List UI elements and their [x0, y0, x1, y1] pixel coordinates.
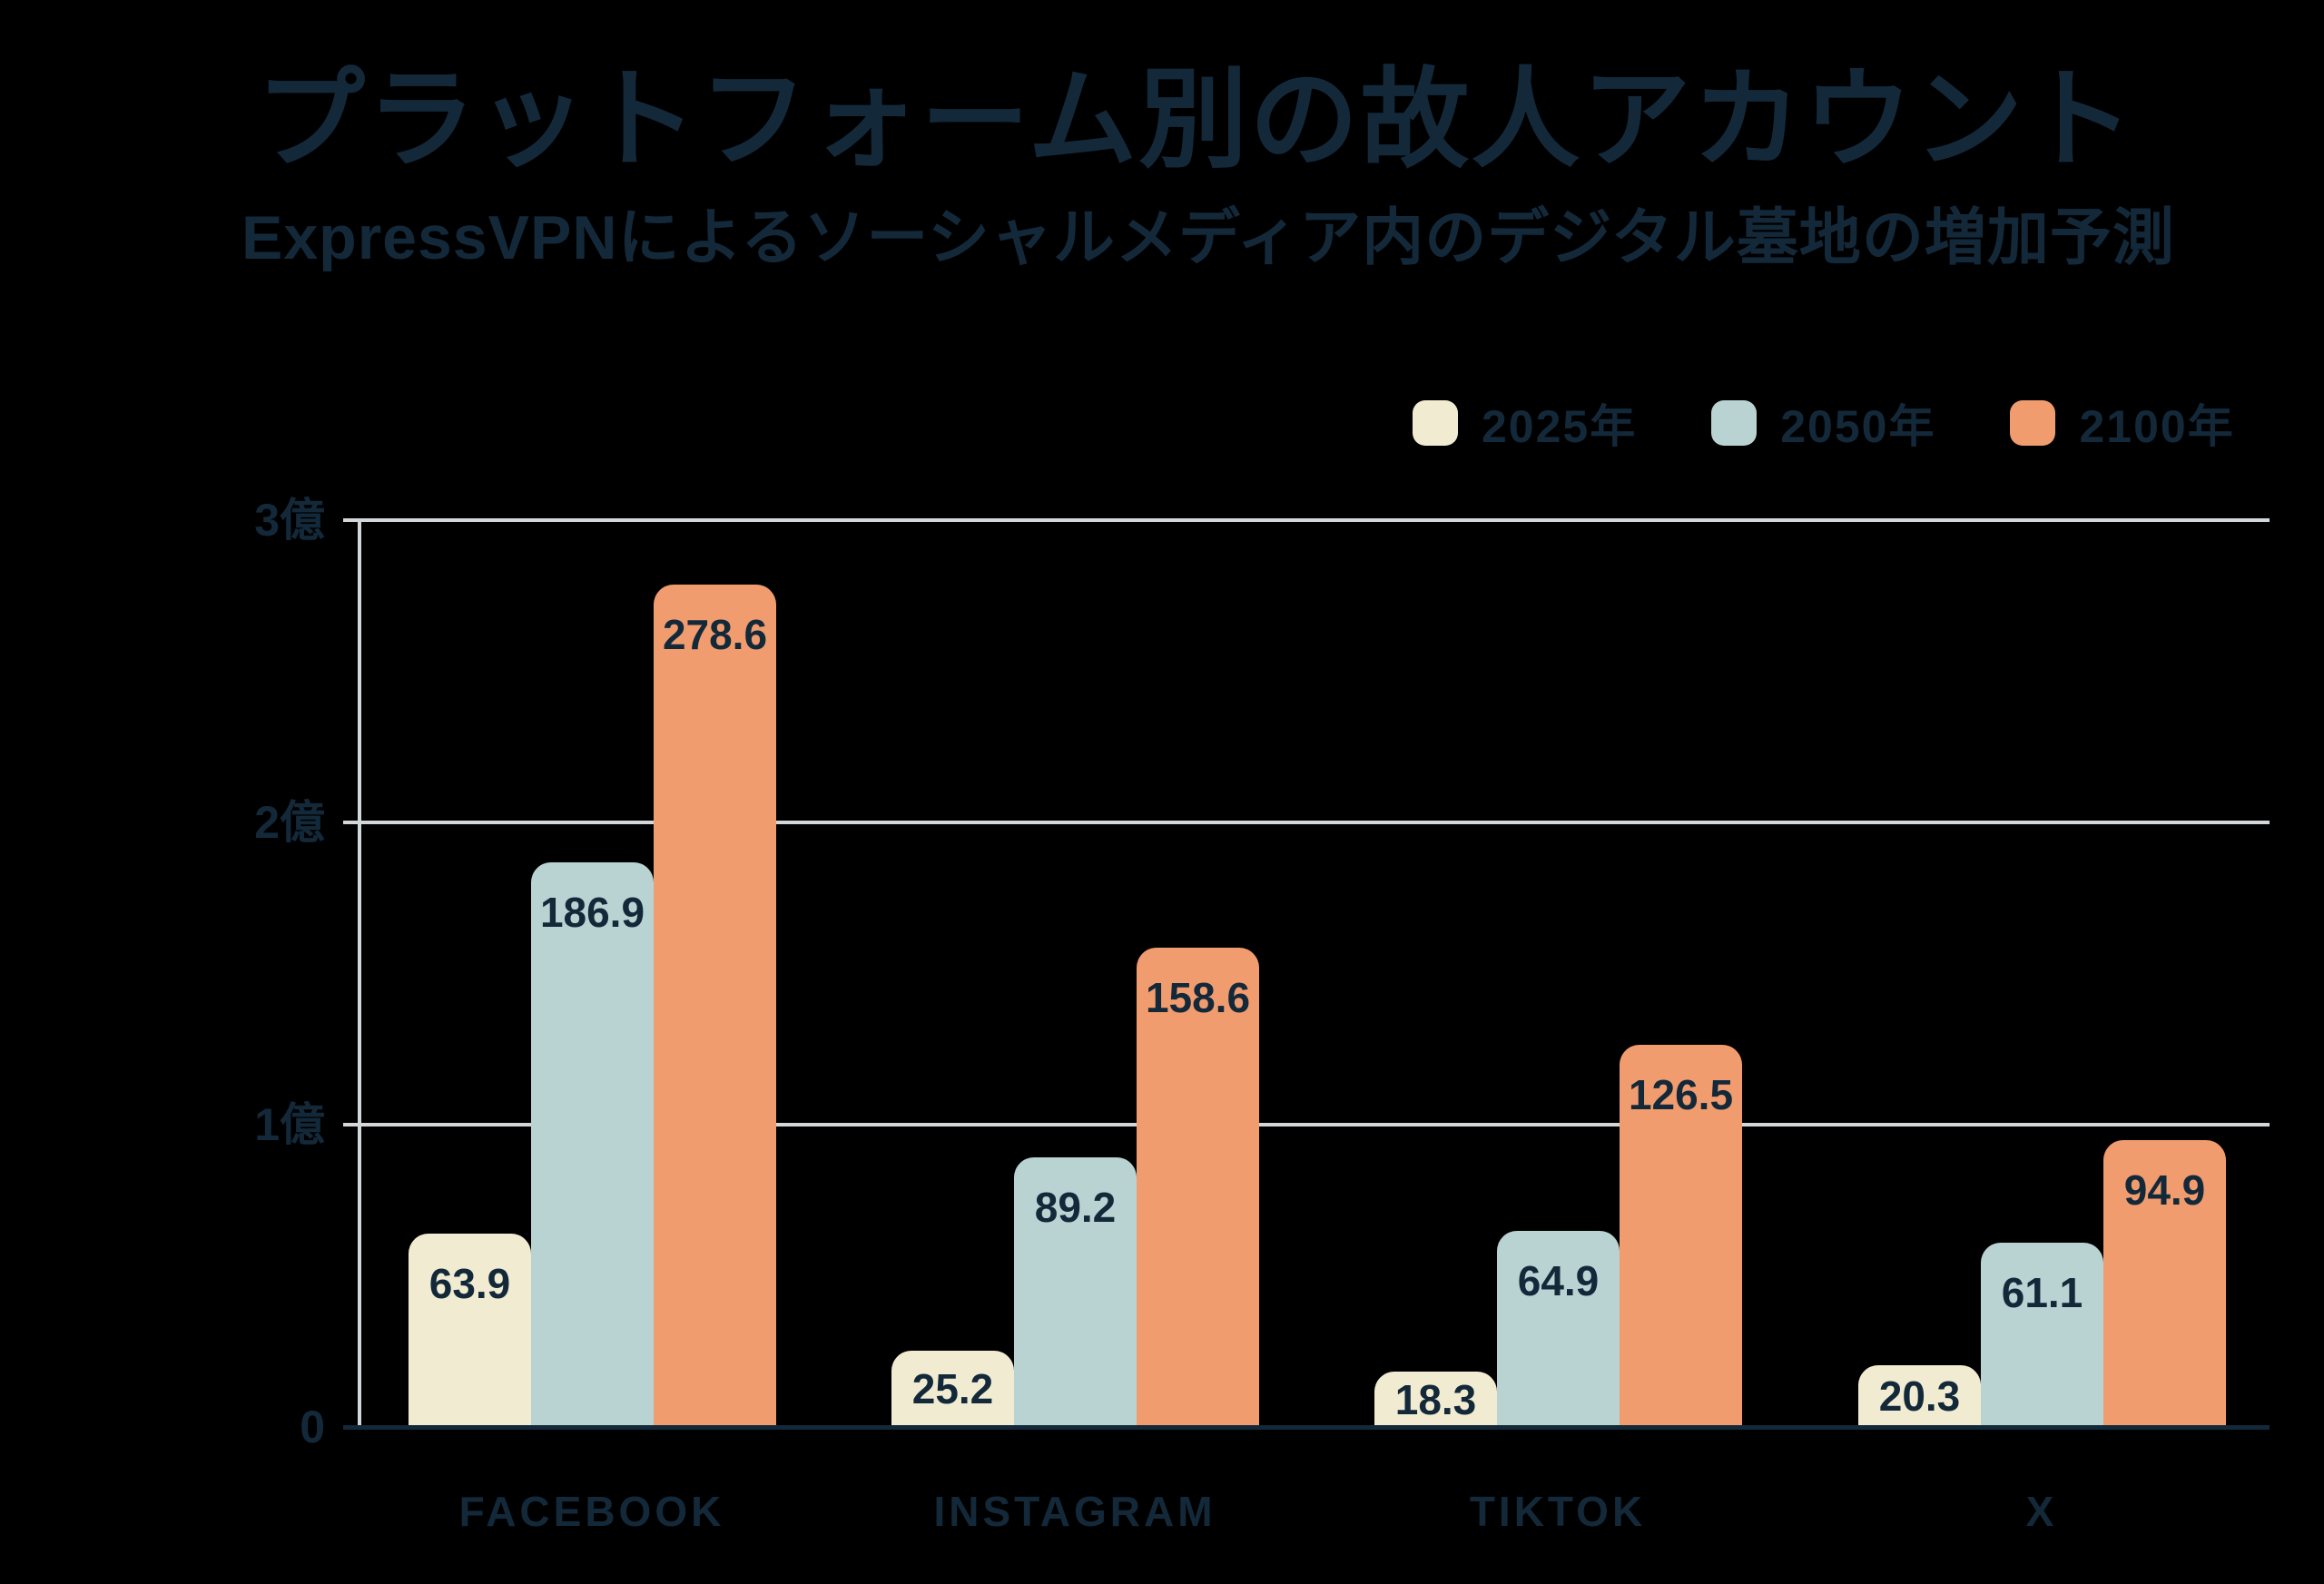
bar-tiktok-2050年 [1497, 1231, 1620, 1427]
chart-title: プラットフォーム別の故人アカウント [256, 59, 2136, 181]
bar-instagram-2050年 [1014, 1157, 1137, 1427]
chart-subtitle: ExpressVPNによるソーシャルメディア内のデジタル墓地の増加予測 [241, 203, 2175, 272]
legend-item: 2050年 [1711, 390, 1935, 456]
bar-tiktok-2025年 [1374, 1372, 1497, 1427]
bar-value-label: 25.2 [911, 1365, 994, 1412]
bar-value-label: 158.6 [1145, 974, 1251, 1021]
bar-x-2100年 [2103, 1140, 2226, 1427]
bar-value-label: 64.9 [1517, 1257, 1600, 1304]
bar-value-label: 18.3 [1394, 1376, 1477, 1423]
bar-instagram-2100年 [1137, 948, 1259, 1427]
y-tick-label: 1億 [254, 1099, 325, 1150]
bar-value-label: 186.9 [539, 889, 645, 936]
bar-tiktok-2100年 [1620, 1045, 1742, 1427]
bar-x-2025年 [1858, 1365, 1981, 1427]
y-tick-label: 2億 [254, 797, 325, 848]
category-label-tiktok: TIKTOK [1469, 1488, 1647, 1535]
category-label-instagram: INSTAGRAM [933, 1488, 1216, 1535]
bar-facebook-2025年 [409, 1234, 531, 1427]
legend: 2025年 2050年 2100年 [1413, 390, 2235, 456]
y-tick-label: 0 [300, 1402, 325, 1452]
category-label-facebook: FACEBOOK [458, 1488, 725, 1535]
bar-value-label: 278.6 [662, 611, 768, 658]
gridline [343, 1123, 2270, 1127]
bar-facebook-2100年 [654, 585, 776, 1427]
legend-swatch [1711, 400, 1758, 446]
legend-label: 2100年 [2079, 401, 2235, 452]
legend-swatch [1413, 400, 1458, 446]
legend-label: 2025年 [1482, 401, 1638, 452]
bar-facebook-2050年 [531, 862, 654, 1427]
bar-value-label: 63.9 [428, 1260, 511, 1307]
legend-item: 2100年 [2010, 390, 2234, 456]
legend-item: 2025年 [1413, 390, 1637, 456]
bar-value-label: 61.1 [2001, 1269, 2083, 1316]
category-label-x: X [2025, 1488, 2058, 1535]
bar-instagram-2025年 [891, 1351, 1014, 1427]
y-tick-label: 3億 [254, 495, 325, 546]
bar-value-label: 94.9 [2123, 1166, 2206, 1214]
gridline [343, 821, 2270, 824]
bar-value-label: 20.3 [1878, 1372, 1961, 1420]
bar-value-label: 126.5 [1628, 1071, 1734, 1118]
x-axis-baseline [343, 1425, 2270, 1430]
legend-label: 2050年 [1780, 401, 1936, 452]
legend-swatch [2010, 400, 2056, 446]
y-axis-line [358, 520, 361, 1427]
bar-x-2050年 [1981, 1243, 2103, 1427]
gridline [343, 518, 2270, 522]
bar-value-label: 89.2 [1034, 1184, 1117, 1231]
